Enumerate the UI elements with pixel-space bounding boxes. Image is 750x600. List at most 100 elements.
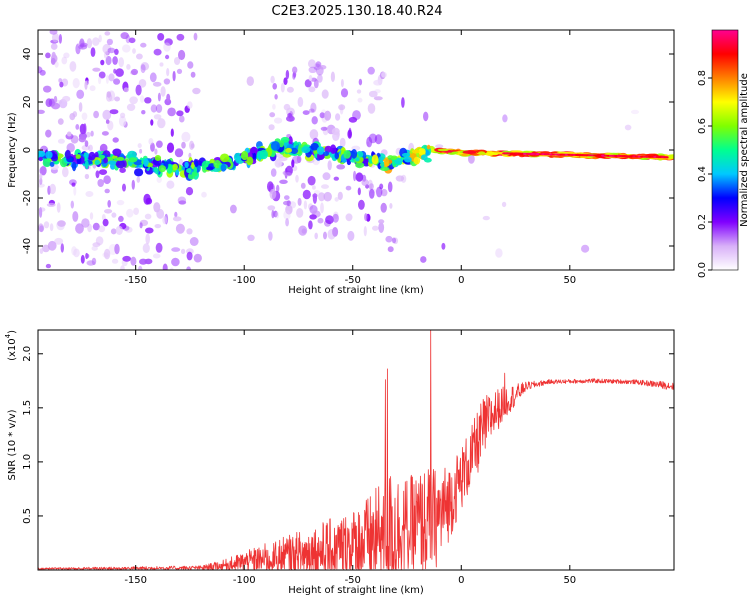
spectrogram-blob bbox=[378, 219, 385, 224]
spectrogram-blob bbox=[364, 213, 368, 221]
colorbar-tick-label: 0.0 bbox=[697, 262, 708, 278]
spectrogram-blob bbox=[136, 176, 141, 183]
spectrogram-blob bbox=[268, 124, 275, 131]
spectrogram-blob bbox=[336, 164, 346, 170]
snr-ytick-label: 0.5 bbox=[22, 508, 33, 524]
spectrogram-blob bbox=[331, 127, 340, 135]
spectrogram-ytick-label: 20 bbox=[22, 96, 33, 109]
spectrogram-blob bbox=[126, 64, 131, 70]
spectrogram-blob bbox=[368, 183, 374, 190]
spectrogram-blob bbox=[193, 32, 198, 41]
colorbar-tick-label: 0.8 bbox=[697, 70, 708, 86]
spectrogram-blob bbox=[166, 142, 175, 153]
spectrogram-blob bbox=[295, 174, 299, 183]
spectrogram-blob bbox=[125, 34, 131, 44]
spectrogram-blob bbox=[130, 256, 137, 266]
spectrogram-blob bbox=[84, 80, 88, 90]
spectrogram-ridge-blob bbox=[351, 149, 358, 159]
spectrogram-ridge-blob bbox=[418, 148, 426, 156]
spectrogram-blob bbox=[98, 71, 106, 79]
spectrogram-blob bbox=[174, 148, 184, 158]
spectrogram-blob bbox=[150, 119, 154, 126]
spectrogram-blob bbox=[201, 191, 207, 198]
spectrogram-blob bbox=[361, 179, 369, 186]
spectrogram-blob bbox=[268, 231, 273, 241]
spectrogram-ridge-blob bbox=[84, 160, 89, 170]
spectrogram-blob bbox=[72, 78, 80, 89]
spectrogram-blob bbox=[189, 140, 195, 150]
spectrogram-blob bbox=[72, 211, 79, 222]
spectrogram-blob bbox=[84, 173, 90, 180]
spectrogram-blob bbox=[275, 211, 279, 219]
spectrogram-blob bbox=[81, 144, 90, 151]
spectrogram-blob bbox=[38, 109, 45, 114]
spectrogram-blob bbox=[307, 175, 316, 186]
spectrogram-blob bbox=[126, 208, 134, 218]
spectrogram-blob bbox=[318, 192, 326, 202]
spectrogram-blob bbox=[58, 78, 63, 83]
spectrogram-blob bbox=[92, 242, 101, 248]
figure-title: C2E3.2025.130.18.40.R24 bbox=[271, 4, 442, 19]
spectrogram-blob bbox=[69, 179, 77, 186]
spectrogram-blob bbox=[387, 181, 393, 193]
spectrogram-ridge-blob bbox=[134, 168, 144, 177]
spectrogram-blob bbox=[57, 220, 66, 227]
spectrogram-blob bbox=[269, 188, 277, 200]
spectrogram-ridge-blob bbox=[186, 168, 192, 174]
colorbar-tick-label: 0.6 bbox=[697, 118, 708, 134]
spectrogram-blob bbox=[69, 61, 77, 72]
spectrogram-panel: -150 -100 -50 0 50 -40 -20 0 20 40 Height of stra… bbox=[7, 29, 675, 296]
spectrogram-blob bbox=[321, 89, 329, 99]
spectrogram-xtick-label: 50 bbox=[563, 275, 576, 286]
spectrogram-blob bbox=[140, 62, 150, 71]
spectrogram-blob bbox=[367, 66, 375, 75]
spectrogram-ridge-blob bbox=[38, 150, 46, 158]
spectrogram-blob bbox=[162, 263, 168, 270]
spectrogram-xtick-label: -50 bbox=[345, 275, 361, 286]
spectrogram-ridge-blob bbox=[143, 158, 149, 167]
spectrogram-blob bbox=[270, 75, 275, 84]
spectrogram-blob bbox=[109, 109, 119, 115]
snr-multiplier: (x104) bbox=[4, 330, 18, 361]
spectrogram-blob bbox=[80, 42, 88, 47]
spectrogram-blob bbox=[78, 136, 86, 143]
spectrogram-blob bbox=[104, 31, 111, 36]
spectrogram-blob bbox=[45, 263, 52, 269]
spectrogram-blob bbox=[320, 202, 324, 214]
spectrogram-blob bbox=[73, 248, 80, 258]
spectrogram-blob bbox=[38, 224, 45, 233]
spectrogram-blob bbox=[334, 197, 339, 202]
spectrogram-blob bbox=[123, 87, 129, 93]
spectrogram-blob bbox=[49, 223, 54, 232]
spectrogram-blob bbox=[89, 85, 96, 92]
spectrogram-blob bbox=[41, 165, 47, 176]
spectrogram-ridge-blob bbox=[316, 146, 325, 155]
spectrogram-ridge-blob bbox=[219, 153, 230, 163]
spectrogram-blob bbox=[284, 195, 290, 201]
spectrogram-blob bbox=[102, 109, 112, 120]
spectrogram-blob bbox=[280, 82, 285, 93]
snr-frame bbox=[37, 329, 675, 571]
spectrogram-blob bbox=[174, 211, 178, 218]
spectrogram-blob bbox=[332, 213, 339, 223]
spectrogram-blob bbox=[308, 108, 315, 113]
spectrogram-blob bbox=[85, 131, 91, 138]
spectrogram-blob bbox=[57, 138, 65, 144]
spectrogram-blob bbox=[420, 256, 427, 263]
spectrogram-ridge-blob bbox=[401, 152, 411, 158]
spectrogram-blob bbox=[156, 140, 163, 148]
spectrogram-ridge-blob bbox=[128, 157, 138, 163]
spectrogram-ridge-blob bbox=[451, 151, 459, 154]
spectrogram-blob bbox=[126, 103, 136, 112]
spectrogram-blob bbox=[302, 189, 311, 200]
spectrogram-blob bbox=[153, 48, 162, 56]
spectrogram-blob bbox=[50, 57, 56, 65]
spectrogram-blob bbox=[273, 210, 278, 218]
spectrogram-ridge-blob bbox=[107, 160, 117, 165]
colorbar-tick-label: 0.4 bbox=[697, 166, 708, 182]
spectrogram-blob bbox=[166, 180, 175, 189]
spectrogram-blob bbox=[176, 110, 184, 117]
spectrogram-blob bbox=[175, 223, 185, 234]
spectrogram-blob bbox=[148, 138, 154, 145]
